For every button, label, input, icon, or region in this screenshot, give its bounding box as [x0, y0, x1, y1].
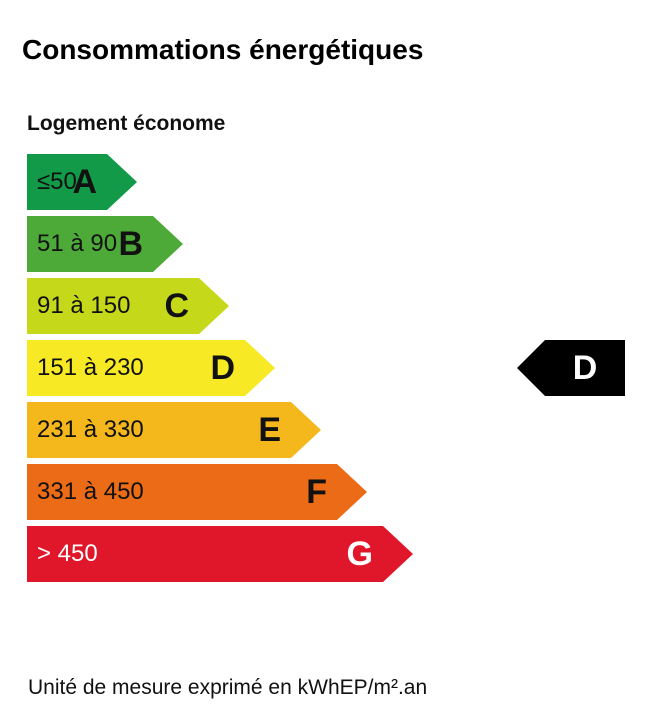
energy-bar-letter: F — [306, 473, 327, 511]
energy-bar-range: > 450 — [37, 540, 98, 567]
energy-bar-letter: C — [164, 287, 189, 325]
energy-bar-g: > 450 G — [27, 526, 413, 582]
energy-bar-f: 331 à 450 F — [27, 464, 367, 520]
page-title: Consommations énergétiques — [22, 34, 424, 65]
energy-bar-range: 331 à 450 — [37, 478, 144, 505]
energy-bar-e: 231 à 330 E — [27, 402, 321, 458]
energy-bar-letter: D — [210, 349, 235, 387]
energy-bar-b: 51 à 90 B — [27, 216, 183, 272]
energy-bar-letter: B — [118, 225, 143, 263]
energy-bar-letter: A — [72, 163, 97, 201]
energy-bar-range: 231 à 330 — [37, 416, 144, 443]
energy-bar-c: 91 à 150 C — [27, 278, 229, 334]
energy-bar-range: 51 à 90 — [37, 230, 118, 257]
scale-subtitle: Logement économe — [27, 112, 226, 135]
energy-bar-letter: E — [258, 411, 281, 449]
energy-bar-d: 151 à 230 D — [27, 340, 275, 396]
energy-bar-range: 91 à 150 — [37, 292, 131, 319]
energy-bar-range: 151 à 230 — [37, 354, 144, 381]
unit-footnote: Unité de mesure exprimé en kWhEP/m².an — [28, 676, 428, 699]
current-class-marker: D — [517, 340, 625, 396]
current-class-letter: D — [572, 349, 598, 387]
energy-class-scale: ≤50 A 51 à 90 B 91 à 150 C 151 à 230 D 2… — [27, 154, 447, 584]
energy-bar-a: ≤50 A — [27, 154, 137, 210]
energy-bar-range: ≤50 — [37, 168, 77, 195]
energy-bar-letter: G — [346, 535, 373, 573]
